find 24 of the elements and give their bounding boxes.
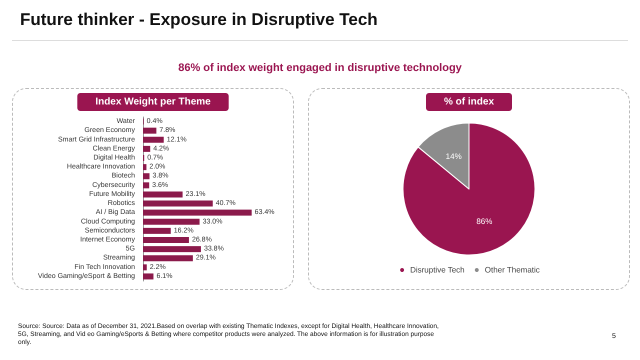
legend-label: Disruptive Tech (410, 266, 465, 274)
data-label: 14% (446, 152, 462, 161)
text: 86% of index weight engaged in disruptive technology (177, 62, 463, 74)
text: Future thinker - Exposure in Disruptive Tech (20, 10, 378, 30)
legend-label: Other Thematic (484, 266, 540, 274)
bar (143, 173, 150, 180)
bar (143, 191, 183, 198)
bar (143, 237, 189, 243)
bar (143, 210, 252, 216)
bar (143, 246, 201, 252)
bar (143, 128, 156, 134)
bar (143, 273, 154, 280)
data-label: 86% (476, 217, 492, 226)
bar (143, 146, 150, 152)
bar (143, 164, 146, 170)
bar (143, 200, 213, 207)
bar (143, 255, 193, 262)
chart-title: Index Weight per Theme (95, 96, 212, 108)
bar (143, 136, 164, 143)
chart-title: % of index (444, 96, 494, 108)
bar (143, 228, 171, 234)
bar (143, 218, 200, 225)
bar (143, 264, 147, 270)
bar (143, 182, 150, 188)
